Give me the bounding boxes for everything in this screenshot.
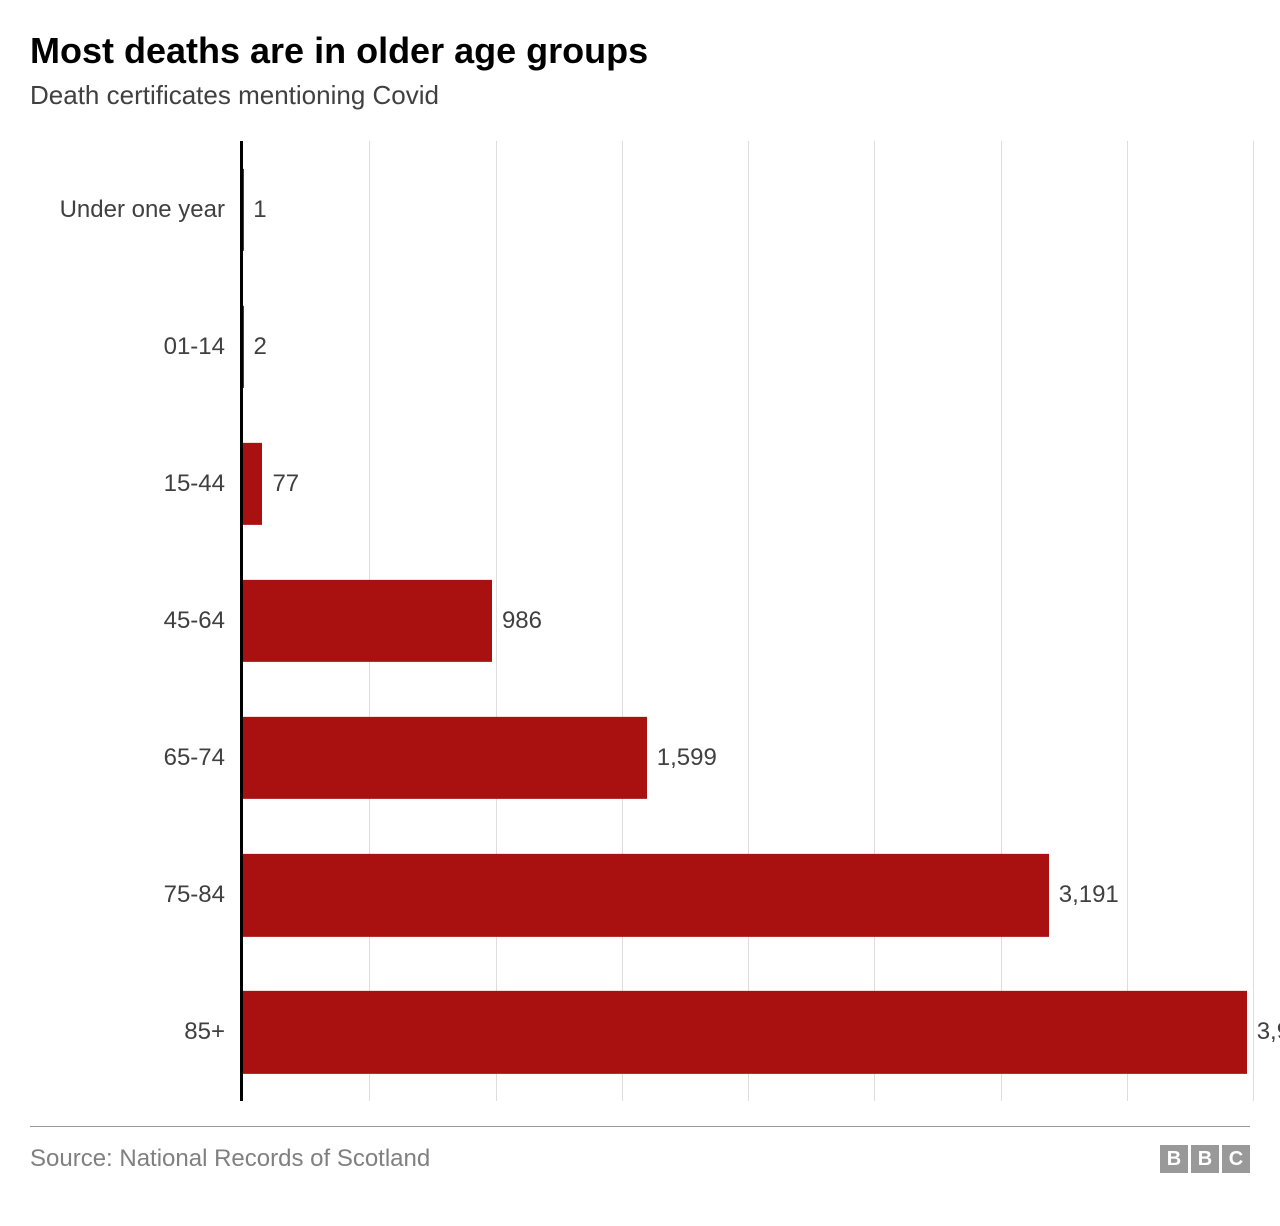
chart-container: Most deaths are in older age groups Deat… [30, 30, 1250, 1173]
bbc-logo-box: B [1160, 1145, 1188, 1173]
bar [243, 580, 492, 662]
category-label: Under one year [60, 196, 225, 224]
bbc-logo: B B C [1160, 1145, 1250, 1173]
category-label: 01-14 [164, 333, 225, 361]
category-label: 45-64 [164, 607, 225, 635]
category-label: 85+ [184, 1018, 225, 1046]
category-labels-column: Under one year 01-14 15-44 45-64 65-74 75-84 8… [30, 141, 240, 1101]
bar [243, 306, 244, 388]
value-label: 986 [502, 607, 542, 635]
chart-footer: Source: National Records of Scotland B B… [30, 1126, 1250, 1173]
value-label: 1,599 [657, 744, 717, 772]
gridline [748, 141, 749, 1101]
chart-area: Under one year 01-14 15-44 45-64 65-74 75-84 8… [30, 141, 1250, 1101]
value-label: 77 [272, 470, 299, 498]
gridline [496, 141, 497, 1101]
gridline [1127, 141, 1128, 1101]
bbc-logo-box: C [1222, 1145, 1250, 1173]
value-label: 3,191 [1059, 881, 1119, 909]
chart-title: Most deaths are in older age groups [30, 30, 1250, 72]
chart-subtitle: Death certificates mentioning Covid [30, 80, 1250, 111]
bar [243, 854, 1049, 936]
gridline [622, 141, 623, 1101]
value-label: 1 [253, 196, 266, 224]
gridline [1001, 141, 1002, 1101]
bar [243, 443, 262, 525]
bar [243, 991, 1247, 1073]
category-label: 75-84 [164, 881, 225, 909]
source-text: Source: National Records of Scotland [30, 1145, 430, 1173]
bar [243, 717, 647, 799]
value-label: 2 [254, 333, 267, 361]
category-label: 65-74 [164, 744, 225, 772]
gridline [874, 141, 875, 1101]
bbc-logo-box: B [1191, 1145, 1219, 1173]
category-label: 15-44 [164, 470, 225, 498]
gridline [1253, 141, 1254, 1101]
plot-area: 12779861,5993,1913,975 [240, 141, 1250, 1101]
value-label: 3,975 [1257, 1018, 1280, 1046]
